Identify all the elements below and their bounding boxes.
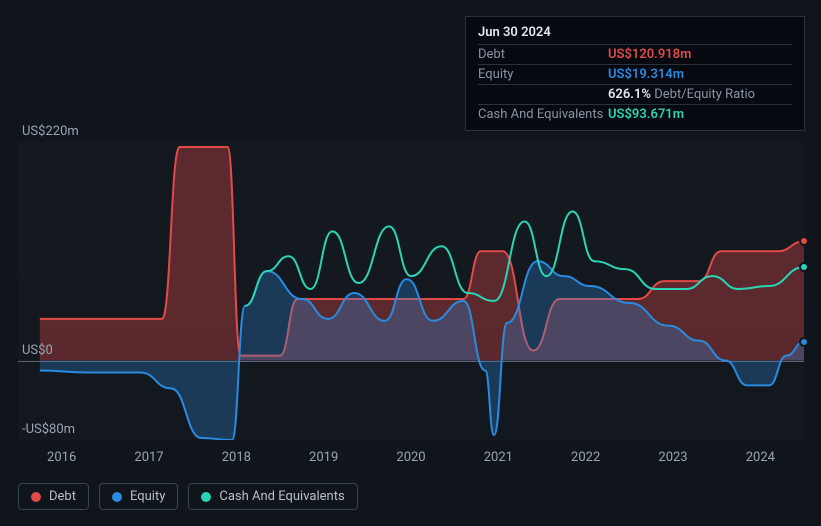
tooltip-row-value: US$93.671m — [608, 107, 684, 122]
legend-dot — [201, 492, 211, 502]
plot-area — [18, 142, 804, 440]
tooltip-date: Jun 30 2024 — [478, 25, 792, 40]
series-svg — [18, 142, 804, 440]
tooltip-row: EquityUS$19.314m — [478, 64, 792, 84]
x-axis-label: 2021 — [484, 450, 513, 465]
x-axis-label: 2017 — [134, 450, 163, 465]
tooltip-row-label: Equity — [478, 67, 608, 82]
equity-end-marker — [799, 337, 809, 347]
tooltip-row-label — [478, 87, 608, 102]
tooltip-row-label: Debt — [478, 47, 608, 62]
tooltip-row-value: 626.1% Debt/Equity Ratio — [608, 87, 755, 102]
tooltip-row-label: Cash And Equivalents — [478, 107, 608, 122]
legend-label: Cash And Equivalents — [219, 489, 344, 504]
debt-end-marker — [799, 236, 809, 246]
tooltip-row: Cash And EquivalentsUS$93.671m — [478, 104, 792, 124]
x-axis-label: 2016 — [47, 450, 76, 465]
x-axis-label: 2024 — [746, 450, 775, 465]
legend-item-equity[interactable]: Equity — [99, 483, 178, 510]
tooltip-row-value: US$120.918m — [608, 47, 691, 62]
y-axis-label: US$220m — [22, 124, 79, 139]
tooltip-row: 626.1% Debt/Equity Ratio — [478, 84, 792, 104]
legend-dot — [31, 492, 41, 502]
x-axis-label: 2018 — [222, 450, 251, 465]
tooltip-row-value: US$19.314m — [608, 67, 684, 82]
x-axis-label: 2023 — [658, 450, 687, 465]
y-axis-label: -US$80m — [22, 422, 75, 437]
cash-end-marker — [799, 262, 809, 272]
legend-label: Debt — [49, 489, 76, 504]
y-axis-label: US$0 — [22, 343, 53, 358]
x-axis-label: 2022 — [571, 450, 600, 465]
legend-dot — [112, 492, 122, 502]
legend: Debt Equity Cash And Equivalents — [18, 483, 358, 510]
legend-item-cash-and-equivalents[interactable]: Cash And Equivalents — [188, 483, 357, 510]
x-axis-label: 2019 — [309, 450, 338, 465]
x-axis-label: 2020 — [396, 450, 425, 465]
legend-item-debt[interactable]: Debt — [18, 483, 89, 510]
chart-tooltip: Jun 30 2024 DebtUS$120.918mEquityUS$19.3… — [465, 16, 805, 131]
legend-label: Equity — [130, 489, 165, 504]
tooltip-row: DebtUS$120.918m — [478, 44, 792, 64]
